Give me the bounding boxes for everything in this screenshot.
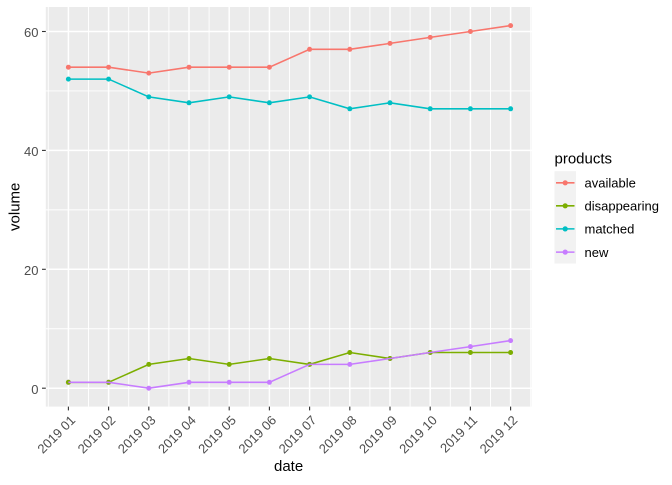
- svg-text:disappearing: disappearing: [585, 199, 659, 214]
- svg-text:volume: volume: [7, 183, 24, 231]
- svg-text:matched: matched: [585, 222, 635, 237]
- svg-text:40: 40: [24, 144, 38, 159]
- svg-text:60: 60: [24, 25, 38, 40]
- svg-text:date: date: [274, 458, 303, 475]
- svg-text:new: new: [585, 245, 609, 260]
- svg-text:available: available: [585, 175, 636, 190]
- svg-text:0: 0: [31, 382, 38, 397]
- svg-text:20: 20: [24, 263, 38, 278]
- svg-text:products: products: [555, 151, 613, 168]
